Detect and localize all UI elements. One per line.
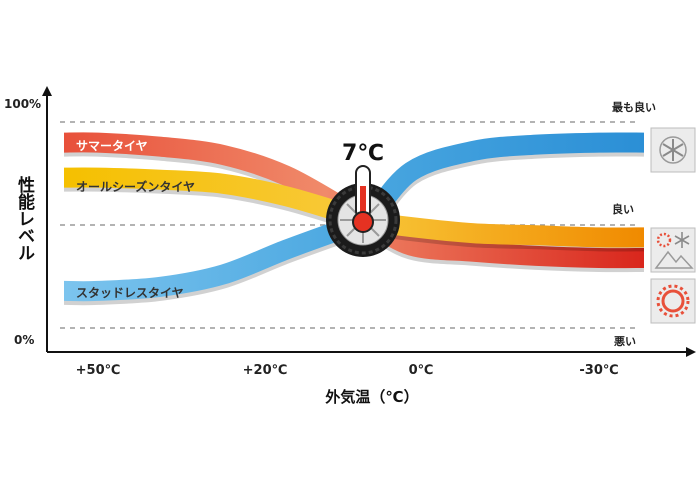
series-label-summer: サマータイヤ: [76, 139, 148, 153]
x-tick-label-0: 0℃: [409, 363, 434, 378]
y-tick-label-0: 0%: [14, 333, 34, 347]
x-tick-label-plus20: +20℃: [243, 363, 288, 378]
y-axis-title: 性能レベル: [14, 175, 35, 261]
snowflake-icon-small: [674, 232, 690, 248]
tire-thermometer-marker: 7℃: [326, 141, 400, 257]
x-axis-arrow: [686, 347, 696, 357]
legend-icon-sun-snow: [650, 227, 696, 273]
series-label-allseason: オールシーズンタイヤ: [76, 179, 195, 194]
sun-icon-small: [656, 232, 672, 248]
x-tick-label-plus50: +50℃: [76, 363, 121, 378]
sun-icon: [661, 289, 685, 313]
mountain-icon: [654, 250, 694, 269]
x-tick-label-minus30: -30℃: [579, 363, 618, 378]
thermometer-bulb: [352, 211, 374, 233]
level-label-bad: 悪い: [614, 335, 636, 348]
level-label-best: 最も良い: [612, 100, 656, 114]
x-axis-title: 外気温（℃）: [324, 388, 418, 406]
level-label-good: 良い: [612, 202, 634, 216]
legend-icon-snowflake: [650, 127, 696, 173]
crossover-temperature-label: 7℃: [342, 141, 384, 166]
thermometer-mercury: [360, 186, 366, 218]
snowflake-icon: [662, 139, 684, 161]
series-label-studless: スタッドレスタイヤ: [76, 286, 184, 300]
y-axis-arrow: [42, 86, 52, 96]
legend-icon-sun: [650, 278, 696, 324]
y-tick-label-100: 100%: [4, 97, 41, 111]
